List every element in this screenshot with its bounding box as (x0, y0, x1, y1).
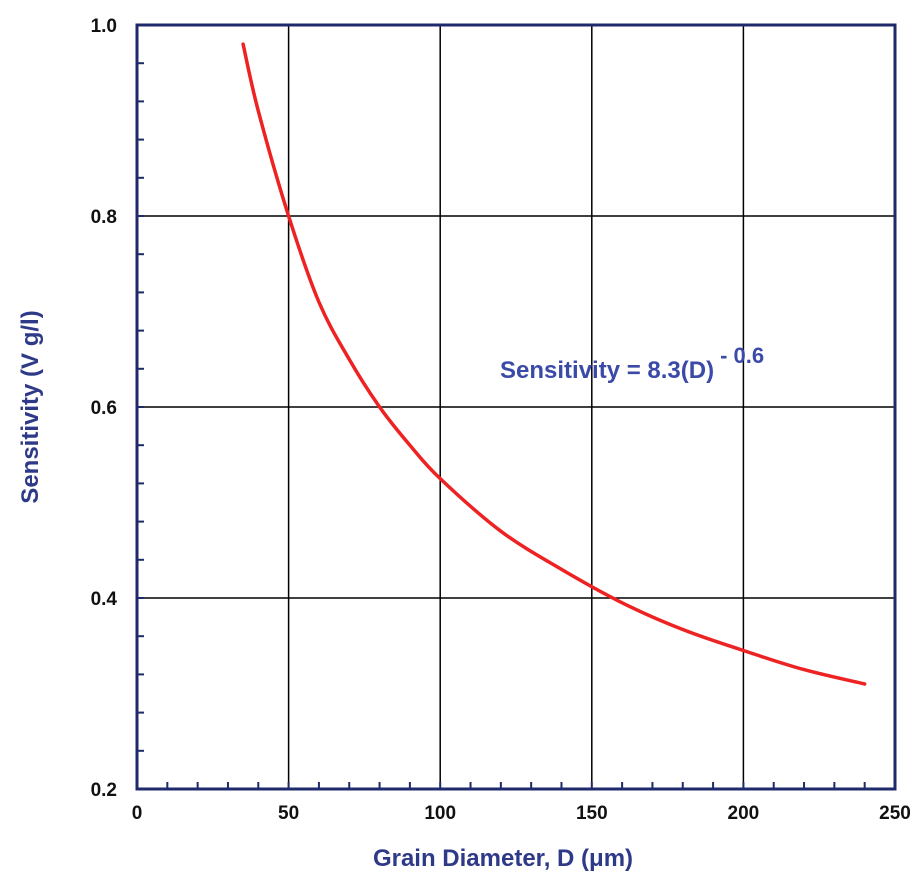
x-tick-label: 50 (278, 803, 299, 824)
x-tick-label: 100 (424, 803, 456, 824)
y-tick-labels: 0.2 0.4 0.6 0.8 1.0 (91, 16, 118, 801)
x-tick-labels: 0 50 100 150 200 250 (132, 803, 911, 824)
sensitivity-curve (241, 42, 867, 686)
equation-exponent: - 0.6 (720, 343, 764, 368)
x-tick-label: 0 (132, 803, 143, 824)
equation-text: Sensitivity = 8.3(D) (500, 357, 714, 384)
x-tick-label: 250 (879, 803, 911, 824)
y-tick-label: 0.4 (91, 589, 118, 610)
y-tick-label: 1.0 (91, 16, 117, 37)
y-tick-label: 0.6 (91, 398, 117, 419)
y-axis-title: Sensitivity (V g/l) (17, 310, 44, 503)
plot-frame (135, 23, 897, 791)
x-axis-title: Grain Diameter, D (μm) (373, 845, 633, 872)
y-tick-label: 0.8 (91, 207, 117, 228)
grid-lines (137, 25, 895, 789)
y-tick-label: 0.2 (91, 780, 117, 801)
x-tick-label: 150 (576, 803, 608, 824)
equation-annotation: Sensitivity = 8.3(D)- 0.6 (500, 343, 764, 384)
x-tick-label: 200 (728, 803, 760, 824)
